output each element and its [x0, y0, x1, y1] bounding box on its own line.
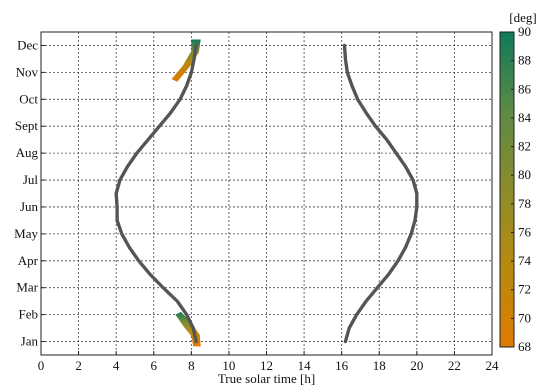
- y-tick-label: Apr: [18, 253, 39, 268]
- y-tick-label: May: [14, 226, 38, 241]
- colorbar: [deg] 68 70 72 74 76 78 80 82 84 86 88 90: [499, 10, 537, 354]
- x-tick-label: 6: [151, 358, 158, 373]
- y-tick-label: Dec: [17, 37, 38, 52]
- grid-lines: [41, 32, 492, 355]
- plot-area: [114, 39, 419, 347]
- x-tick-label: 24: [486, 358, 500, 373]
- colorbar-tick-label: 84: [518, 110, 532, 125]
- colorbar-tick-label: 76: [518, 224, 532, 239]
- x-axis-label: True solar time [h]: [218, 371, 315, 386]
- y-tick-label: Aug: [16, 145, 39, 160]
- x-tick-label: 8: [188, 358, 195, 373]
- x-tick-label: 14: [298, 358, 312, 373]
- x-tick-label: 12: [260, 358, 273, 373]
- x-tick-label: 18: [373, 358, 386, 373]
- colorbar-tick-label: 72: [518, 282, 531, 297]
- y-tick-label: Jun: [20, 199, 39, 214]
- data-point: [194, 43, 198, 48]
- y-tick-label: Jan: [21, 334, 39, 349]
- x-tick-label: 0: [38, 358, 45, 373]
- x-tick-label: 16: [335, 358, 349, 373]
- x-tick-label: 4: [113, 358, 120, 373]
- colorbar-ticks: 68 70 72 74 76 78 80 82 84 86 88 90: [511, 24, 532, 354]
- x-tick-label: 10: [222, 358, 235, 373]
- colorbar-gradient: [499, 31, 515, 348]
- y-tick-label: Oct: [19, 91, 38, 106]
- y-tick-label: Jul: [23, 172, 39, 187]
- y-tick-label: Mar: [16, 280, 38, 295]
- colorbar-tick-label: 74: [518, 253, 532, 268]
- colorbar-tick-label: 82: [518, 139, 531, 154]
- x-tick-label: 2: [75, 358, 82, 373]
- colorbar-tick-label: 68: [518, 339, 531, 354]
- colorbar-tick-label: 70: [518, 310, 531, 325]
- x-tick-label: 22: [448, 358, 461, 373]
- colorbar-tick-label: 80: [518, 167, 531, 182]
- angle-band-nov-dec: [171, 39, 201, 82]
- colorbar-tick-label: 86: [518, 81, 532, 96]
- y-tick-label: Nov: [16, 64, 39, 79]
- colorbar-label: [deg]: [509, 10, 536, 25]
- x-axis-ticks: 0 2 4 6 8 10 12 14 16 18 20 22 24: [38, 351, 499, 373]
- y-axis-ticks: Jan Feb Mar Apr May Jun Jul Aug Sept Oct Nov Dec: [14, 37, 45, 349]
- data-point: [342, 43, 347, 48]
- x-tick-label: 20: [410, 358, 423, 373]
- colorbar-tick-label: 78: [518, 196, 531, 211]
- colorbar-tick-label: 88: [518, 53, 531, 68]
- colorbar-tick-label: 90: [518, 24, 531, 39]
- y-tick-label: Feb: [19, 307, 39, 322]
- y-tick-label: Sept: [15, 118, 39, 133]
